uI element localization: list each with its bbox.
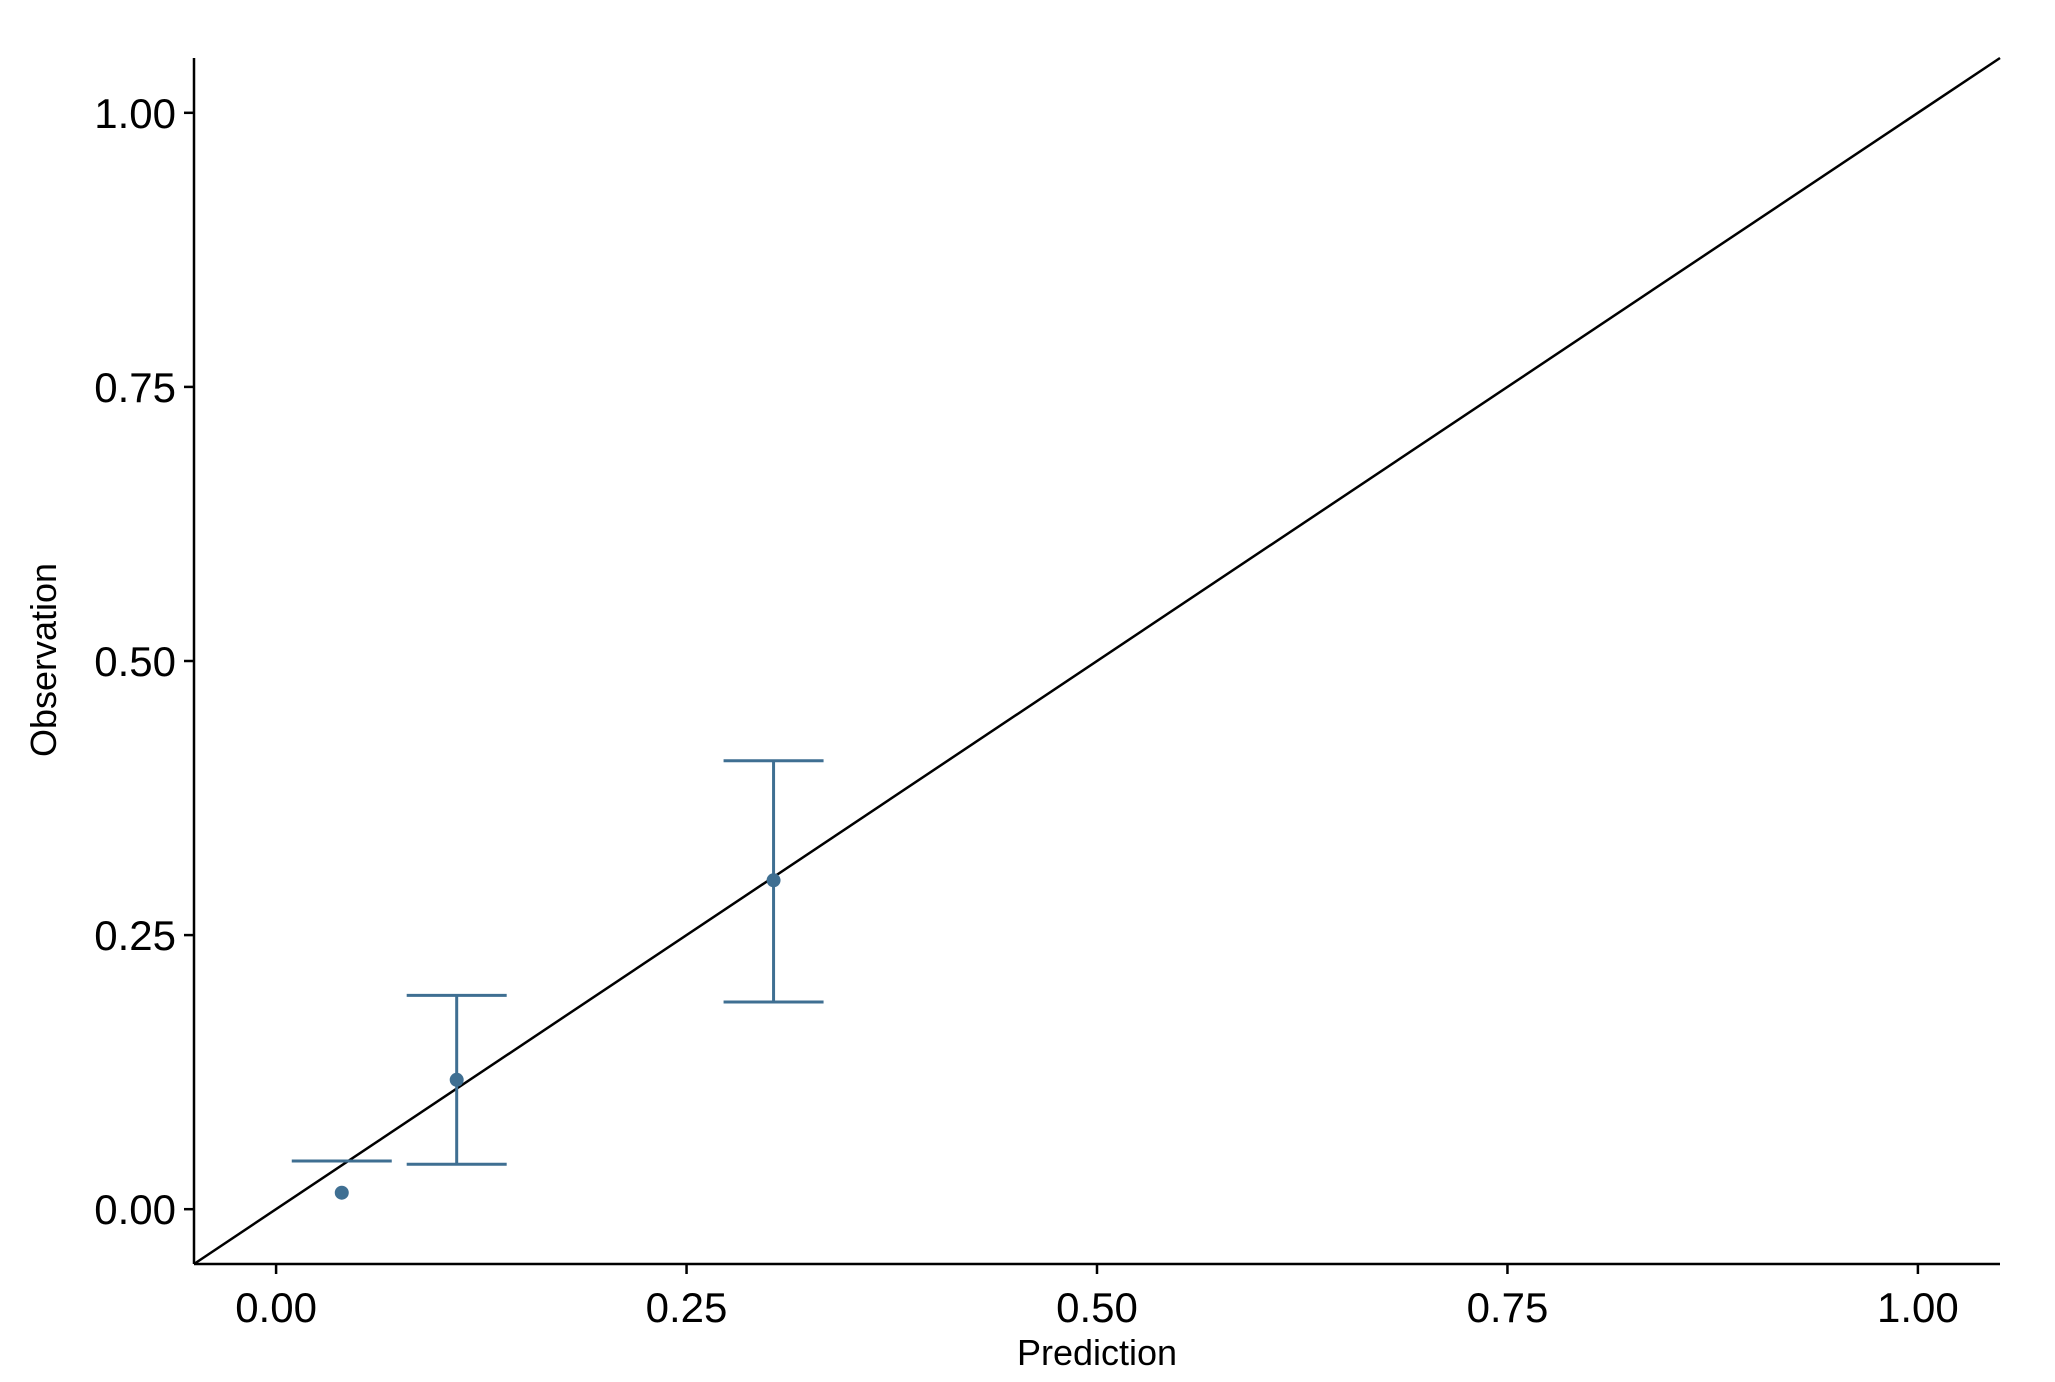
point [766,873,781,888]
y-tick-label: 0.25 [94,912,176,959]
x-tick-label: 1.00 [1877,1284,1959,1331]
x-tick-label: 0.25 [646,1284,728,1331]
y-tick-label: 0.00 [94,1186,176,1233]
x-tick-label: 0.75 [1467,1284,1549,1331]
y-tick-label: 0.75 [94,364,176,411]
point [334,1185,349,1200]
x-axis-title: Prediction [1017,1332,1177,1373]
reference-line [193,56,2001,1266]
point [449,1072,464,1087]
x-tick-label: 0.00 [235,1284,317,1331]
y-tick-label: 1.00 [94,90,176,137]
y-tick-label: 0.50 [94,638,176,685]
y-axis-title: Observation [23,563,64,757]
x-tick-label: 0.50 [1056,1284,1138,1331]
